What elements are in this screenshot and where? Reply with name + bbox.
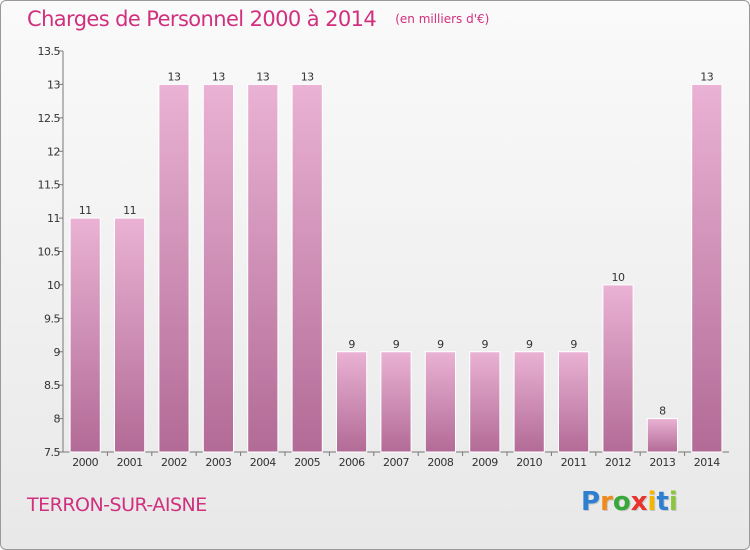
bar bbox=[114, 217, 146, 453]
y-tick-label: 10 bbox=[47, 279, 60, 292]
y-tick-label: 9.5 bbox=[44, 312, 60, 325]
bar bbox=[646, 418, 678, 453]
x-tick-label: 2011 bbox=[561, 456, 587, 469]
bar bbox=[424, 351, 456, 453]
x-tick-label: 2007 bbox=[383, 456, 409, 469]
data-label: 9 bbox=[393, 338, 400, 351]
y-tick-label: 8.5 bbox=[44, 379, 60, 392]
bar bbox=[469, 351, 501, 453]
x-tick-label: 2002 bbox=[161, 456, 187, 469]
logo-letter: i bbox=[668, 487, 678, 517]
y-tick-label: 10.5 bbox=[38, 246, 61, 259]
x-tick-label: 2005 bbox=[294, 456, 320, 469]
data-label: 9 bbox=[570, 338, 577, 351]
logo-letter: r bbox=[600, 487, 613, 517]
y-tick-label: 9 bbox=[54, 346, 61, 359]
data-label: 13 bbox=[700, 70, 713, 83]
bar bbox=[336, 351, 368, 453]
y-tick-label: 11.5 bbox=[38, 179, 61, 192]
x-tick-label: 2001 bbox=[117, 456, 143, 469]
y-tick-label: 11 bbox=[47, 212, 60, 225]
data-label: 9 bbox=[348, 338, 355, 351]
data-label: 9 bbox=[526, 338, 533, 351]
title-row: Charges de Personnel 2000 à 2014 (en mil… bbox=[27, 7, 489, 31]
data-label: 13 bbox=[256, 70, 269, 83]
bar bbox=[291, 83, 323, 453]
bar bbox=[158, 83, 190, 453]
bar bbox=[602, 284, 634, 453]
logo-letter: t bbox=[656, 487, 669, 517]
bar bbox=[202, 83, 234, 453]
proxiti-logo: Proxiti bbox=[581, 487, 678, 517]
x-tick-label: 2006 bbox=[339, 456, 365, 469]
y-tick-label: 12 bbox=[47, 145, 60, 158]
logo-letter: o bbox=[612, 487, 631, 517]
bar bbox=[380, 351, 412, 453]
y-axis: 7.5 8 8.5 9 9.5 10 10.5 11 11.5 12 12.5 13 13.5 bbox=[38, 45, 64, 459]
bar bbox=[691, 83, 723, 453]
x-tick-label: 2009 bbox=[472, 456, 498, 469]
data-label: 10 bbox=[612, 271, 625, 284]
y-tick-label: 12.5 bbox=[38, 112, 61, 125]
bar bbox=[69, 217, 101, 453]
data-label: 13 bbox=[212, 70, 225, 83]
x-tick-label: 2003 bbox=[205, 456, 231, 469]
x-tick-label: 2004 bbox=[250, 456, 276, 469]
x-tick-label: 2008 bbox=[427, 456, 453, 469]
data-label: 11 bbox=[123, 204, 136, 217]
chart-title: Charges de Personnel 2000 à 2014 bbox=[27, 7, 377, 31]
x-tick-label: 2010 bbox=[516, 456, 542, 469]
x-tick-label: 2014 bbox=[694, 456, 720, 469]
data-label: 9 bbox=[482, 338, 489, 351]
data-label: 8 bbox=[659, 405, 666, 418]
y-tick-label: 13 bbox=[47, 78, 60, 91]
commune-name: TERRON-SUR-AISNE bbox=[27, 494, 207, 516]
bar bbox=[247, 83, 279, 453]
bars bbox=[69, 83, 723, 453]
y-tick-label: 7.5 bbox=[44, 446, 60, 459]
x-axis: 2000 2001 2002 2003 2004 2005 2006 2007 2008 2009… bbox=[63, 451, 729, 469]
chart-subtitle: (en milliers d'€) bbox=[395, 12, 490, 26]
logo-letter: i bbox=[647, 487, 657, 517]
y-tick-label: 13.5 bbox=[38, 45, 61, 58]
data-labels: 11 11 13 13 13 13 9 9 9 9 9 9 10 8 13 bbox=[79, 70, 715, 418]
data-label: 9 bbox=[437, 338, 444, 351]
x-tick-label: 2012 bbox=[605, 456, 631, 469]
bar bbox=[513, 351, 545, 453]
logo-letter: x bbox=[630, 487, 648, 517]
data-label: 11 bbox=[79, 204, 92, 217]
x-tick-label: 2000 bbox=[72, 456, 98, 469]
logo-letter: P bbox=[581, 487, 601, 517]
data-label: 13 bbox=[168, 70, 181, 83]
bar bbox=[558, 351, 590, 453]
y-tick-label: 8 bbox=[54, 413, 61, 426]
x-tick-label: 2013 bbox=[649, 456, 675, 469]
data-label: 13 bbox=[301, 70, 314, 83]
